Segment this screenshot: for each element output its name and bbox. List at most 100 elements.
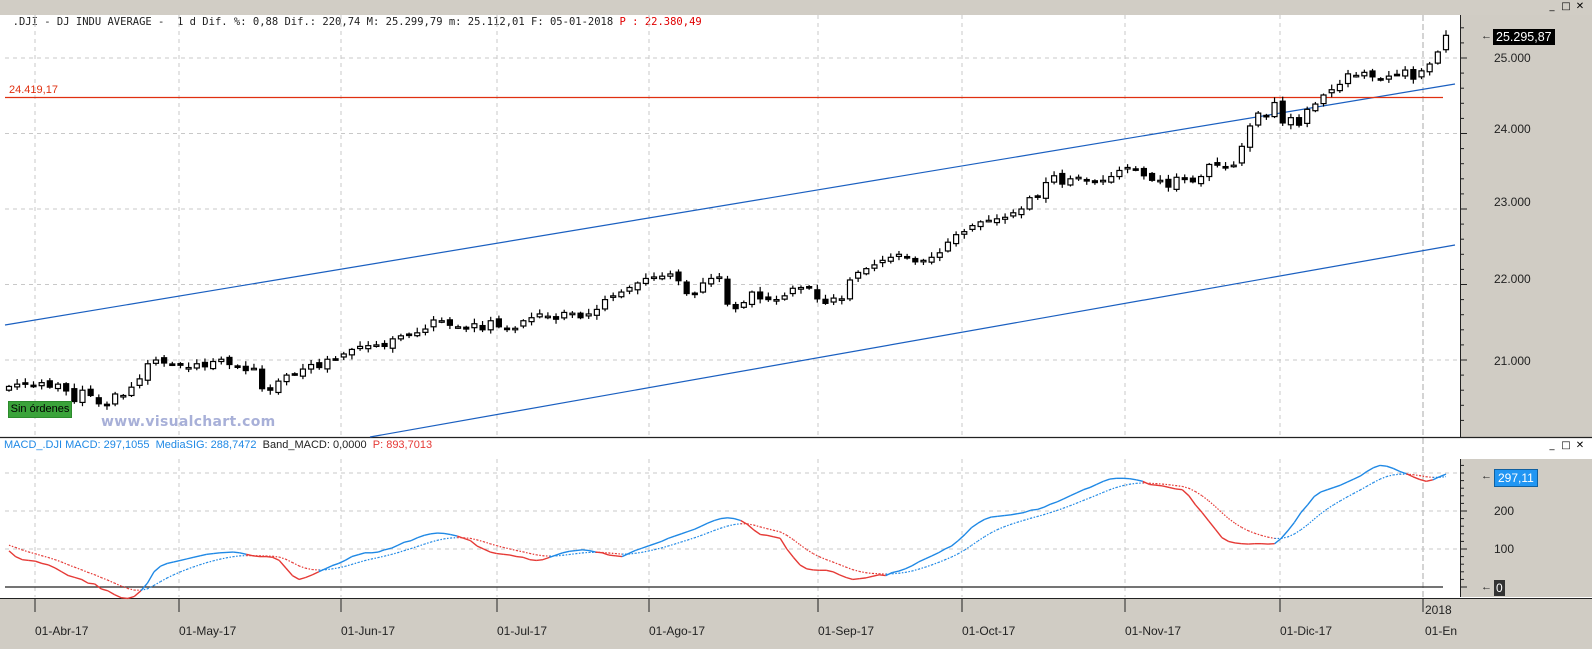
x-tick-jan: 01-En — [1425, 624, 1457, 638]
candle — [1101, 180, 1106, 182]
candle — [1403, 70, 1408, 76]
candle — [823, 299, 828, 303]
candle — [268, 388, 273, 390]
candle — [1272, 103, 1277, 117]
candle — [1068, 179, 1073, 185]
candle — [643, 278, 648, 283]
macd-legend-signal: MediaSIG: 288,7472 — [156, 439, 257, 451]
candle — [758, 292, 763, 299]
candle — [798, 288, 803, 290]
candle — [113, 394, 118, 404]
x-tick-aug: 01-Ago-17 — [649, 624, 705, 638]
candle — [170, 364, 175, 366]
candle — [741, 303, 746, 308]
candle — [954, 235, 959, 244]
candle — [1362, 72, 1367, 75]
candle — [692, 293, 697, 295]
candle — [1239, 146, 1244, 163]
year-label: 2018 — [1425, 603, 1452, 617]
candle — [23, 383, 28, 385]
candle — [1313, 104, 1318, 111]
candle — [1419, 71, 1424, 77]
y-tick-22000: 22.000 — [1494, 272, 1531, 286]
candle — [439, 321, 444, 323]
candle — [1052, 176, 1057, 182]
candle — [1427, 64, 1432, 72]
candle — [1060, 174, 1065, 185]
candle — [545, 316, 550, 318]
candle — [390, 339, 395, 348]
candle — [635, 283, 640, 290]
candle — [529, 318, 534, 322]
candle — [39, 383, 44, 386]
candle — [496, 319, 501, 327]
candle — [978, 222, 983, 227]
channel-lower — [370, 245, 1455, 437]
candle — [611, 296, 616, 298]
candle — [349, 349, 354, 354]
candle — [407, 334, 412, 336]
candle — [162, 358, 167, 363]
candle — [194, 364, 199, 368]
candle — [1297, 118, 1302, 126]
macd-zero-arrow-icon: ← — [1481, 581, 1492, 593]
candle — [905, 257, 910, 259]
candle — [1288, 118, 1293, 125]
candle — [398, 336, 403, 339]
candle — [717, 277, 722, 279]
macd-legend-p: P: 893,7013 — [373, 439, 432, 451]
candle — [1150, 174, 1155, 181]
candle — [1231, 165, 1236, 167]
candle — [47, 381, 52, 387]
candle — [1346, 74, 1351, 84]
candle — [790, 288, 795, 293]
candle — [913, 259, 918, 262]
macd-legend-band: Band_MACD: 0,0000 — [263, 439, 367, 451]
candle — [513, 328, 518, 330]
candle — [676, 272, 681, 281]
candle — [1199, 177, 1204, 184]
candle — [1003, 217, 1008, 219]
candle — [227, 357, 232, 364]
candle — [1444, 35, 1449, 49]
order-status-badge[interactable]: Sin órdenes — [8, 401, 72, 418]
horizontal-line-label: 24.419,17 — [9, 84, 58, 96]
candle — [1027, 198, 1032, 209]
candle — [856, 272, 861, 278]
y-tick-23000: 23.000 — [1494, 195, 1531, 209]
candle — [1280, 101, 1285, 123]
macd-legend-name: MACD_.DJI — [4, 439, 62, 451]
candle — [121, 395, 126, 397]
candle — [774, 300, 779, 302]
candle — [701, 283, 706, 292]
candle — [994, 219, 999, 223]
candle — [888, 257, 893, 261]
candle — [219, 359, 224, 361]
candle — [962, 232, 967, 235]
candle — [1378, 79, 1383, 81]
candle — [937, 253, 942, 258]
candle — [129, 387, 134, 395]
last-price-tag: 25.295,87 — [1493, 29, 1555, 45]
candle — [358, 346, 363, 348]
candle — [684, 282, 689, 293]
x-tick-apr: 01-Abr-17 — [35, 624, 88, 638]
candle — [80, 390, 85, 402]
candle — [55, 384, 60, 388]
x-tick-sep: 01-Sep-17 — [818, 624, 874, 638]
candle — [431, 320, 436, 327]
candle — [104, 404, 109, 406]
candle — [31, 385, 36, 387]
watermark: www.visualchart.com — [101, 414, 276, 430]
candle — [1223, 167, 1228, 169]
candle — [1264, 115, 1269, 117]
candle — [480, 326, 485, 330]
candle — [896, 254, 901, 256]
macd-zero-tag: 0 — [1494, 580, 1505, 596]
candle — [578, 313, 583, 318]
candle — [562, 312, 567, 317]
x-tick-nov: 01-Nov-17 — [1125, 624, 1181, 638]
candle — [488, 321, 493, 330]
candle — [1076, 177, 1081, 179]
